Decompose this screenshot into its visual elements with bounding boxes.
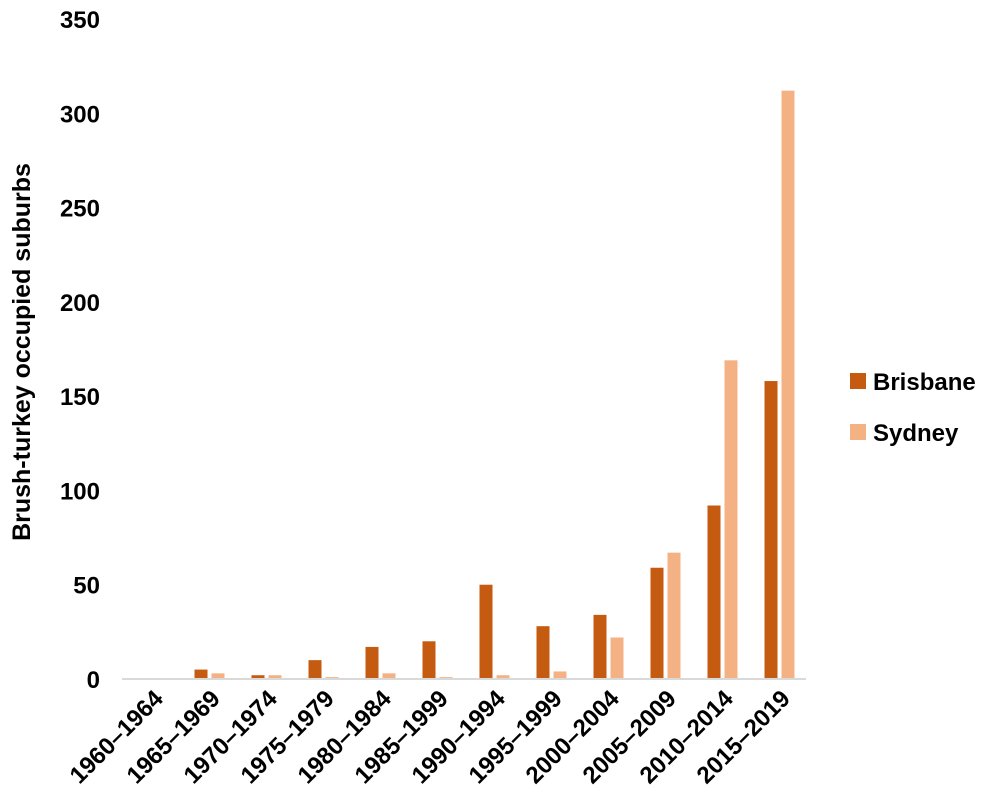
bar-sydney-1 xyxy=(211,673,225,679)
y-tick-label: 350 xyxy=(60,7,100,34)
y-axis-title: Brush-turkey occupied suburbs xyxy=(8,163,36,541)
bar-brisbane-1 xyxy=(194,669,208,679)
legend-swatch-brisbane xyxy=(850,373,866,389)
bar-brisbane-8 xyxy=(593,614,607,679)
bar-brisbane-4 xyxy=(365,646,379,679)
legend-label-brisbane: Brisbane xyxy=(873,369,976,396)
bar-brisbane-2 xyxy=(251,675,265,679)
bar-sydney-11 xyxy=(781,90,795,679)
bar-brisbane-6 xyxy=(479,584,493,679)
y-tick-label: 50 xyxy=(73,573,100,600)
legend: Brisbane Sydney xyxy=(850,369,976,447)
y-tick-label: 200 xyxy=(60,290,100,317)
bar-sydney-8 xyxy=(610,637,624,679)
bar-brisbane-10 xyxy=(707,505,721,679)
bar-sydney-10 xyxy=(724,360,738,679)
bar-brisbane-5 xyxy=(422,641,436,679)
bar-brisbane-11 xyxy=(764,381,778,679)
bar-brisbane-7 xyxy=(536,626,550,679)
y-tick-label: 0 xyxy=(87,667,100,694)
bars xyxy=(194,90,795,679)
bar-sydney-6 xyxy=(496,675,510,679)
bar-brisbane-9 xyxy=(650,567,664,679)
y-tick-label: 300 xyxy=(60,101,100,128)
x-axis-ticks: 1960–19641965–19691970–19741975–19791980… xyxy=(65,685,796,789)
y-axis-ticks: 0 50 100 150 200 250 300 350 xyxy=(60,7,100,694)
bar-brisbane-3 xyxy=(308,660,322,679)
bar-sydney-7 xyxy=(553,671,567,679)
y-tick-label: 150 xyxy=(60,384,100,411)
y-tick-label: 250 xyxy=(60,196,100,223)
bar-sydney-9 xyxy=(667,552,681,679)
legend-label-sydney: Sydney xyxy=(873,420,959,447)
bar-sydney-4 xyxy=(382,673,396,679)
legend-swatch-sydney xyxy=(850,424,866,440)
y-tick-label: 100 xyxy=(60,478,100,505)
bar-sydney-2 xyxy=(268,675,282,679)
